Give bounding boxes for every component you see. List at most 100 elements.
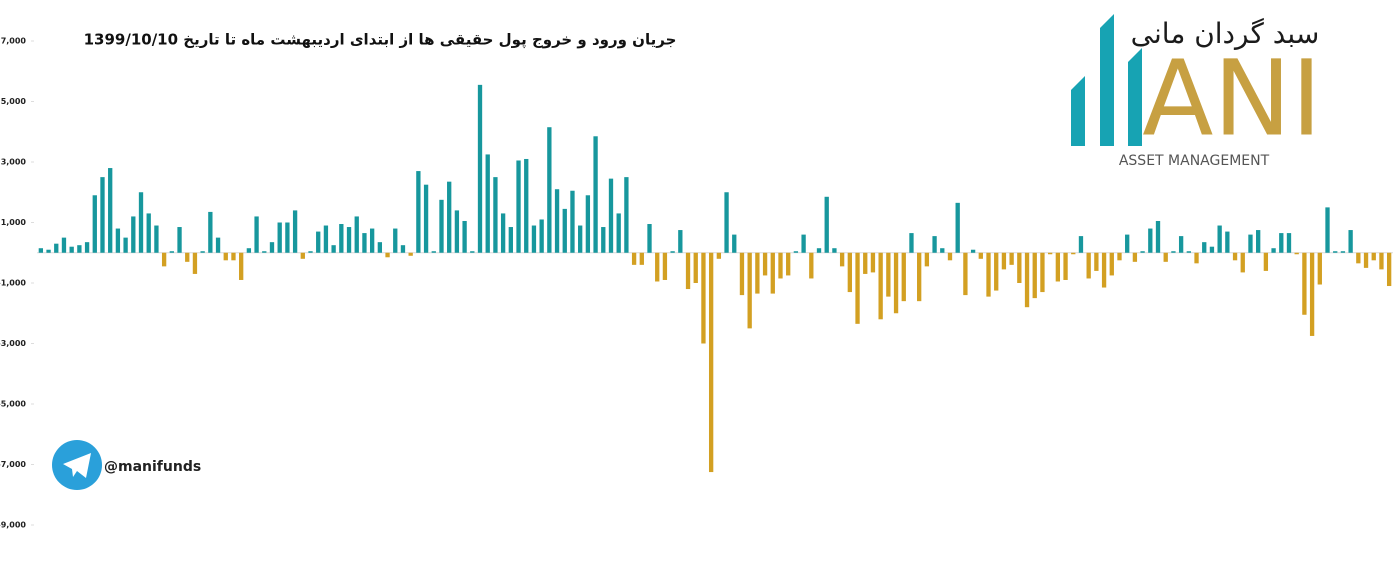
bar <box>1055 252 1061 282</box>
bar <box>385 252 390 258</box>
bar <box>855 252 860 324</box>
bar <box>924 252 930 267</box>
bar <box>955 202 960 253</box>
y-tick-label: 5,000 <box>1 97 27 106</box>
bar <box>192 252 198 274</box>
bar <box>516 160 521 253</box>
bar <box>1302 252 1307 315</box>
bar <box>1086 252 1091 279</box>
bar <box>886 252 891 297</box>
bar <box>724 192 729 253</box>
bar <box>46 249 51 253</box>
bar <box>447 181 452 253</box>
bar <box>208 211 213 253</box>
bar <box>477 84 483 253</box>
bar <box>701 252 706 344</box>
bar <box>154 225 159 253</box>
bar <box>1279 233 1284 253</box>
bar <box>870 252 876 273</box>
bar <box>1202 242 1207 253</box>
bar <box>38 248 44 253</box>
bar <box>1047 252 1053 255</box>
bar <box>1101 252 1107 288</box>
bar <box>462 220 467 253</box>
bar <box>493 177 498 253</box>
bar <box>770 252 775 294</box>
bar <box>138 192 144 253</box>
bar <box>439 199 444 253</box>
bar <box>631 252 637 265</box>
bar <box>1109 252 1114 276</box>
bar <box>708 252 714 473</box>
bar <box>254 216 259 253</box>
bar <box>801 234 806 253</box>
bar <box>909 233 914 253</box>
bar <box>1063 252 1068 280</box>
bar <box>200 251 205 253</box>
bar <box>678 230 683 253</box>
bar <box>1333 251 1338 253</box>
bar <box>893 252 899 314</box>
bar <box>624 177 629 253</box>
bar <box>940 248 945 253</box>
logo: سبد گردان مانی ANI ASSET MANAGEMENT <box>1071 14 1322 169</box>
bar <box>54 243 59 253</box>
bar <box>331 245 336 253</box>
bar <box>554 189 560 253</box>
bar <box>393 228 398 253</box>
bar <box>816 248 822 253</box>
bar <box>1094 252 1099 271</box>
bar <box>878 252 883 320</box>
bar <box>716 252 722 259</box>
y-tick-label: -3,000 <box>0 339 26 348</box>
bar <box>986 252 991 297</box>
bar <box>1379 252 1384 270</box>
bar <box>223 252 228 261</box>
bar <box>655 252 660 282</box>
bar <box>1178 236 1184 253</box>
bar <box>61 237 67 253</box>
bar <box>1024 252 1030 308</box>
bar <box>131 216 136 253</box>
bar <box>1363 252 1369 268</box>
bar <box>1240 252 1245 273</box>
bar <box>1294 252 1299 255</box>
bar <box>578 225 583 253</box>
bar <box>917 252 922 302</box>
bar <box>500 213 506 253</box>
bar <box>978 252 983 259</box>
bar <box>524 158 529 253</box>
bar <box>662 252 668 280</box>
bar <box>69 246 74 253</box>
bar <box>901 252 906 302</box>
bar <box>778 252 783 279</box>
y-tick-label: -1,000 <box>0 279 26 288</box>
bar <box>1163 252 1168 262</box>
bar <box>755 252 760 294</box>
logo-tagline: ASSET MANAGEMENT <box>1119 153 1270 169</box>
bar <box>185 252 190 262</box>
bar <box>547 127 552 253</box>
bar <box>246 248 252 253</box>
bar <box>593 136 598 253</box>
bar <box>839 252 845 267</box>
bar <box>1263 252 1269 271</box>
bar <box>963 252 968 296</box>
bar <box>316 231 321 253</box>
bar <box>146 213 151 253</box>
bar <box>562 208 567 253</box>
bar <box>1340 251 1346 253</box>
bar <box>1078 236 1084 253</box>
bar <box>470 251 475 253</box>
bar <box>1325 207 1330 253</box>
bar <box>1040 252 1045 293</box>
bar <box>177 227 182 253</box>
bar <box>269 242 275 253</box>
bar <box>84 242 90 253</box>
bar <box>123 237 128 253</box>
bar <box>1186 251 1191 253</box>
bar <box>1017 252 1022 283</box>
bar <box>832 248 837 253</box>
bar <box>947 252 953 261</box>
